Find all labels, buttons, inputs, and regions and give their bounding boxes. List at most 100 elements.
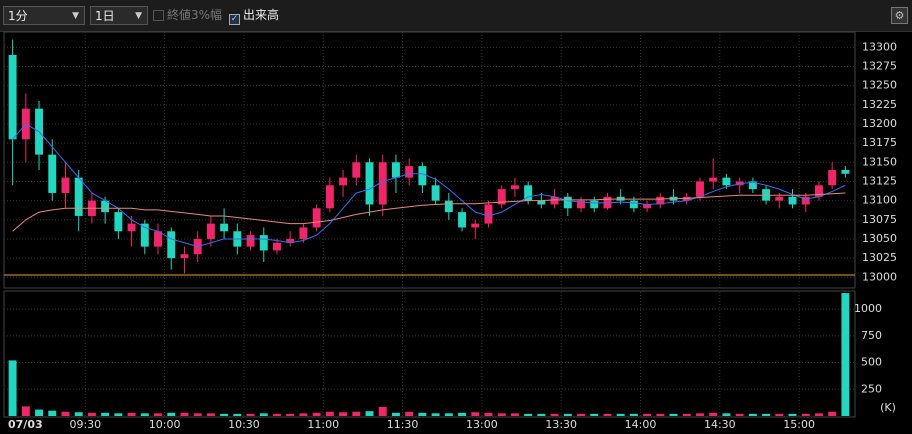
candle-body — [299, 227, 308, 239]
volume-bar — [828, 411, 837, 416]
volume-bar — [365, 411, 374, 416]
candle-body — [828, 169, 837, 186]
moving-average — [12, 123, 846, 248]
candle-body — [101, 200, 110, 213]
candle-body — [497, 189, 506, 205]
y-tick-label: 13275 — [862, 59, 897, 72]
volume-bar — [418, 412, 427, 416]
candle-body — [312, 208, 321, 228]
volume-bar — [378, 406, 387, 416]
candle-body — [696, 181, 704, 197]
candle-body — [577, 200, 585, 209]
volume-bar — [497, 413, 506, 416]
volume-bar — [563, 413, 572, 416]
volume-bar — [114, 413, 123, 416]
candle-body — [590, 200, 599, 209]
candle-body — [167, 231, 176, 259]
volume-bar — [841, 293, 850, 416]
x-tick-label: 14:00 — [625, 418, 657, 431]
volume-bar — [220, 413, 229, 416]
volume-bar — [814, 413, 823, 416]
candle-body — [775, 196, 784, 201]
candle-body — [259, 235, 268, 251]
moving-average — [12, 192, 846, 232]
candle-body — [431, 185, 440, 201]
volume-bar — [167, 412, 176, 416]
candle-body — [788, 196, 797, 205]
candle-body — [841, 169, 850, 174]
y-tick-label: 13075 — [862, 213, 897, 226]
volume-bar — [537, 413, 546, 416]
x-tick-label: 15:00 — [783, 418, 815, 431]
candle-body — [391, 162, 400, 178]
candle-body — [378, 162, 387, 205]
candle-body — [563, 196, 572, 209]
interval-select[interactable]: 1分 ▼ — [3, 6, 85, 25]
volume-bar — [696, 413, 704, 416]
candle-body — [722, 177, 731, 186]
candle-body — [458, 212, 467, 228]
volume-bar — [444, 413, 453, 416]
volume-bar — [722, 413, 731, 416]
volume-bar — [735, 413, 744, 416]
volume-bar — [748, 413, 757, 416]
volume-bar — [788, 413, 797, 416]
candle-body — [405, 166, 414, 178]
volume-bar — [524, 413, 533, 416]
y-tick-label: 13150 — [862, 155, 897, 168]
x-tick-label: 10:30 — [228, 418, 260, 431]
volume-bar — [391, 412, 400, 416]
candle-body — [286, 238, 295, 243]
y-tick-label: 13050 — [862, 232, 897, 245]
x-tick-label: 11:00 — [307, 418, 339, 431]
candle-body — [537, 200, 546, 205]
volume-tick-label: 250 — [861, 382, 882, 395]
candle-body — [629, 200, 638, 209]
candle-body — [48, 154, 57, 193]
settings-button[interactable]: ⚙ — [891, 7, 908, 24]
volume-bar — [87, 412, 96, 416]
volume-bar — [21, 406, 30, 416]
period-value: 1日 — [95, 9, 115, 23]
period-select[interactable]: 1日 ▼ — [90, 6, 148, 25]
volume-bar — [206, 413, 215, 416]
candle-body — [154, 231, 162, 247]
volume-bar — [246, 413, 255, 416]
candle-body — [325, 185, 334, 209]
candle-body — [418, 166, 427, 186]
candle-body — [74, 177, 83, 216]
candle-body — [814, 185, 823, 197]
volume-bar — [273, 413, 281, 416]
y-tick-label: 13250 — [862, 79, 897, 92]
candle-body — [352, 162, 361, 178]
volume-bar — [431, 413, 440, 416]
volume-bar — [577, 413, 585, 416]
y-tick-label: 13125 — [862, 174, 897, 187]
range-checkbox[interactable]: 終値3%幅 — [153, 8, 222, 23]
candle-body — [801, 196, 810, 205]
volume-bar — [405, 411, 414, 416]
volume-bar — [458, 412, 467, 416]
volume-tick-label: 1000 — [854, 302, 882, 315]
candle-body — [180, 254, 189, 259]
volume-bar — [193, 413, 202, 416]
y-tick-label: 13100 — [862, 194, 897, 207]
volume-bar — [616, 413, 625, 416]
volume-checkbox[interactable]: ✓ 出来高 — [229, 8, 280, 25]
volume-bar — [154, 413, 162, 416]
volume-bar — [180, 412, 189, 416]
volume-bar — [48, 410, 57, 416]
candle-body — [8, 54, 17, 140]
candle-body — [748, 181, 757, 190]
volume-tick-label: 750 — [861, 329, 882, 342]
volume-bar — [140, 413, 149, 416]
volume-bar — [656, 413, 665, 416]
volume-bar — [762, 413, 771, 416]
y-tick-label: 13175 — [862, 136, 897, 149]
volume-bar — [127, 412, 136, 416]
volume-bar — [629, 413, 638, 416]
y-tick-label: 13000 — [862, 270, 897, 283]
volume-bar — [484, 412, 493, 416]
candle-body — [643, 204, 652, 209]
interval-value: 1分 — [8, 9, 28, 23]
